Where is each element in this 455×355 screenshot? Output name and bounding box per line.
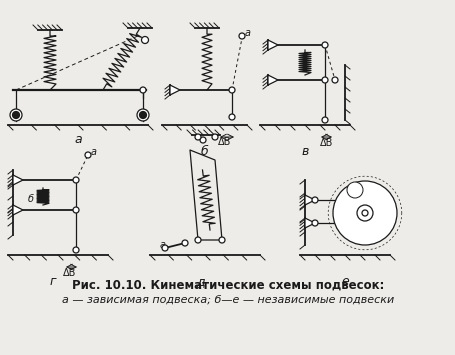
Circle shape <box>195 134 201 140</box>
Text: а: а <box>74 133 81 146</box>
Circle shape <box>321 42 327 48</box>
Text: б: б <box>200 145 208 158</box>
Polygon shape <box>13 175 23 185</box>
Circle shape <box>182 240 187 246</box>
Circle shape <box>139 111 146 119</box>
Circle shape <box>321 117 327 123</box>
Polygon shape <box>13 205 23 215</box>
Circle shape <box>162 245 167 251</box>
Circle shape <box>73 247 79 253</box>
Text: а — зависимая подвеска; б—е — независимые подвески: а — зависимая подвеска; б—е — независимы… <box>62 295 393 305</box>
Circle shape <box>238 33 244 39</box>
Circle shape <box>228 114 234 120</box>
Circle shape <box>141 37 148 44</box>
Circle shape <box>228 87 234 93</box>
Circle shape <box>332 181 396 245</box>
Text: ΔB: ΔB <box>218 137 231 147</box>
Text: Рис. 10.10. Кинематические схемы подвесок:: Рис. 10.10. Кинематические схемы подвесо… <box>71 279 384 291</box>
Circle shape <box>195 237 201 243</box>
Circle shape <box>85 152 91 158</box>
Circle shape <box>10 109 22 121</box>
Text: б: б <box>28 194 34 204</box>
Circle shape <box>321 77 327 83</box>
Circle shape <box>200 137 206 143</box>
Circle shape <box>12 111 20 119</box>
Circle shape <box>338 197 344 203</box>
Circle shape <box>73 207 79 213</box>
Text: а: а <box>91 147 97 157</box>
Circle shape <box>136 109 149 121</box>
Text: ΔB: ΔB <box>319 138 333 148</box>
Polygon shape <box>268 40 278 50</box>
Circle shape <box>311 220 317 226</box>
Circle shape <box>140 87 146 93</box>
Text: г: г <box>50 275 56 288</box>
Circle shape <box>212 134 217 140</box>
Circle shape <box>73 177 79 183</box>
Circle shape <box>346 182 362 198</box>
Text: а: а <box>160 240 166 250</box>
Circle shape <box>331 77 337 83</box>
Polygon shape <box>268 75 278 85</box>
Polygon shape <box>304 195 314 205</box>
Text: в: в <box>301 145 308 158</box>
Circle shape <box>311 197 317 203</box>
Text: а: а <box>244 28 250 38</box>
Circle shape <box>218 237 224 243</box>
Circle shape <box>356 205 372 221</box>
Polygon shape <box>170 85 180 95</box>
Text: е: е <box>340 275 348 288</box>
Circle shape <box>338 220 344 226</box>
Circle shape <box>361 210 367 216</box>
Text: ΔB: ΔB <box>63 268 76 278</box>
Text: д: д <box>195 275 204 288</box>
Polygon shape <box>304 218 314 228</box>
